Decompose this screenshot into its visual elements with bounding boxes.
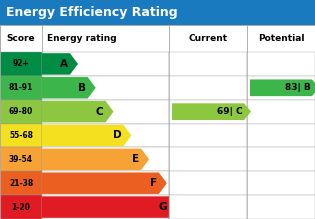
Polygon shape (42, 149, 149, 170)
Bar (42, 171, 169, 195)
Bar (42, 76, 169, 100)
Polygon shape (250, 79, 315, 96)
Text: 69-80: 69-80 (9, 107, 33, 116)
Text: Energy rating: Energy rating (47, 34, 117, 43)
Bar (42, 195, 169, 219)
Polygon shape (172, 103, 251, 120)
Bar (0, 25, 315, 219)
Bar (42, 147, 169, 171)
Text: F: F (150, 178, 157, 188)
Bar (0, 124, 42, 147)
Text: B: B (78, 83, 86, 93)
Polygon shape (42, 173, 167, 194)
Text: 81-91: 81-91 (9, 83, 33, 92)
Bar (42, 100, 169, 124)
Bar (169, 52, 247, 76)
Bar (42, 124, 169, 147)
Text: D: D (113, 131, 121, 141)
Bar (0, 171, 42, 195)
Bar (42, 52, 169, 76)
Bar (0, 25, 42, 52)
Bar (169, 25, 247, 52)
Bar (247, 171, 315, 195)
Text: 69| C: 69| C (217, 107, 243, 116)
Text: 1-20: 1-20 (12, 203, 31, 212)
Text: 55-68: 55-68 (9, 131, 33, 140)
Bar (169, 147, 247, 171)
Text: 21-38: 21-38 (9, 179, 33, 188)
Bar (169, 76, 247, 100)
Polygon shape (42, 101, 113, 122)
Bar (0, 76, 42, 100)
Text: Current: Current (188, 34, 227, 43)
Text: Potential: Potential (258, 34, 304, 43)
Text: C: C (96, 107, 104, 117)
Bar (0, 100, 42, 124)
Bar (42, 25, 169, 52)
Bar (0, 25, 315, 52)
Bar (247, 76, 315, 100)
Polygon shape (42, 77, 96, 99)
Polygon shape (42, 196, 177, 218)
Bar (0, 52, 42, 76)
Bar (169, 100, 247, 124)
Bar (0, 147, 42, 171)
Bar (247, 124, 315, 147)
Text: 92+: 92+ (13, 59, 29, 68)
Bar (169, 124, 247, 147)
Text: Energy Efficiency Rating: Energy Efficiency Rating (6, 6, 178, 19)
Polygon shape (42, 53, 78, 75)
Text: Score: Score (7, 34, 35, 43)
Text: E: E (132, 154, 139, 164)
Text: A: A (60, 59, 68, 69)
Bar (247, 195, 315, 219)
Text: 83| B: 83| B (285, 83, 311, 92)
Text: 39-54: 39-54 (9, 155, 33, 164)
Bar (247, 100, 315, 124)
Bar (0, 0, 315, 25)
Bar (247, 52, 315, 76)
Polygon shape (42, 125, 131, 146)
Text: G: G (158, 202, 167, 212)
Bar (0, 195, 42, 219)
Bar (247, 25, 315, 52)
Bar (169, 195, 247, 219)
Bar (247, 147, 315, 171)
Bar (169, 171, 247, 195)
